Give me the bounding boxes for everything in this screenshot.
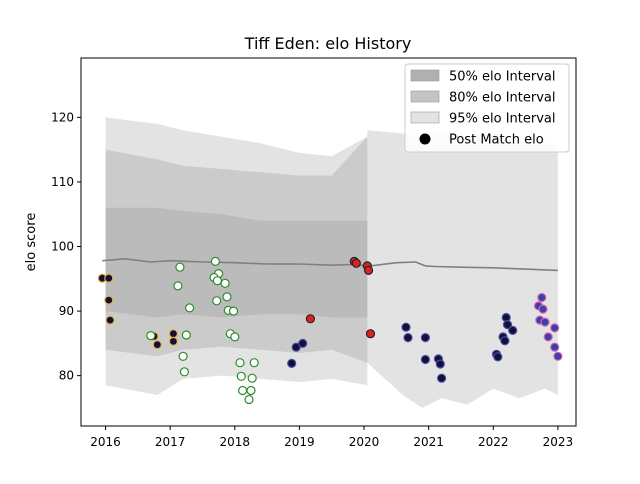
y-tick-label: 100 [51, 240, 74, 254]
data-point [305, 314, 315, 324]
data-point [236, 371, 246, 381]
data-point [550, 342, 560, 352]
x-tick-label: 2021 [413, 435, 444, 449]
data-point [437, 373, 447, 383]
data-point [420, 333, 430, 343]
plot-frame [80, 57, 577, 427]
data-point [105, 315, 115, 325]
data-point [508, 325, 518, 335]
data-point [401, 322, 411, 332]
chart-title: Tiff Eden: elo History [244, 34, 412, 53]
legend-label: Post Match elo [449, 133, 544, 148]
data-point [146, 331, 156, 341]
x-tick-label: 2023 [543, 435, 574, 449]
data-point [212, 276, 222, 286]
data-point [244, 394, 254, 405]
data-point [550, 323, 560, 333]
legend-label: 80% elo Interval [449, 91, 556, 106]
data-point [228, 306, 239, 316]
data-point [537, 292, 547, 303]
data-point [104, 295, 114, 305]
interval-bands [105, 117, 558, 408]
data-point [365, 329, 376, 339]
x-axis: 2016 2017 2018 2019 2020 2021 2022 2023 [90, 426, 573, 449]
data-point [173, 281, 183, 291]
data-point [210, 256, 220, 266]
data-point [435, 359, 445, 369]
y-tick-label: 110 [51, 175, 74, 189]
data-point [420, 354, 430, 365]
legend: 50% elo Interval 80% elo Interval 95% elo … [404, 63, 570, 153]
data-point [246, 385, 256, 396]
data-point [351, 258, 361, 268]
data-point [168, 336, 178, 346]
data-point [235, 358, 245, 368]
data-point [287, 358, 297, 368]
data-point [500, 336, 510, 346]
legend-swatch [410, 111, 440, 124]
data-point [152, 340, 162, 350]
data-point [212, 296, 222, 306]
data-point [179, 367, 189, 377]
data-point [249, 358, 259, 368]
legend-label: 95% elo Interval [449, 112, 556, 127]
x-tick-label: 2019 [284, 435, 315, 449]
data-point [364, 265, 374, 275]
data-point [104, 273, 114, 283]
y-tick-label: 90 [59, 304, 74, 318]
data-point [298, 338, 308, 348]
data-point [178, 351, 188, 361]
y-tick-label: 120 [51, 110, 74, 124]
data-point [222, 292, 232, 302]
data-point [538, 304, 548, 314]
data-point [502, 320, 513, 330]
data-point [175, 262, 185, 272]
legend-marker [419, 133, 431, 145]
data-point [238, 385, 248, 396]
x-tick-label: 2022 [478, 435, 509, 449]
y-axis: 80 90 100 110 120 [51, 110, 81, 383]
data-point [403, 333, 413, 343]
y-axis-label: elo score [24, 213, 39, 272]
data-point [543, 332, 553, 342]
data-point [247, 373, 257, 383]
x-tick-label: 2017 [155, 435, 186, 449]
data-point [220, 278, 230, 288]
data-point [168, 329, 178, 339]
data-point [553, 351, 563, 361]
data-point [230, 332, 240, 342]
legend-box [404, 63, 570, 153]
legend-swatch [410, 69, 440, 82]
x-tick-label: 2018 [220, 435, 251, 449]
post-match-points [97, 256, 563, 405]
data-point [493, 352, 503, 362]
data-point [540, 317, 550, 327]
x-tick-label: 2020 [349, 435, 380, 449]
legend-swatch [410, 90, 440, 103]
legend-label: 50% elo Interval [449, 70, 556, 85]
data-point [181, 330, 191, 340]
data-point [185, 303, 195, 313]
x-tick-label: 2016 [90, 435, 121, 449]
y-tick-label: 80 [59, 369, 74, 383]
